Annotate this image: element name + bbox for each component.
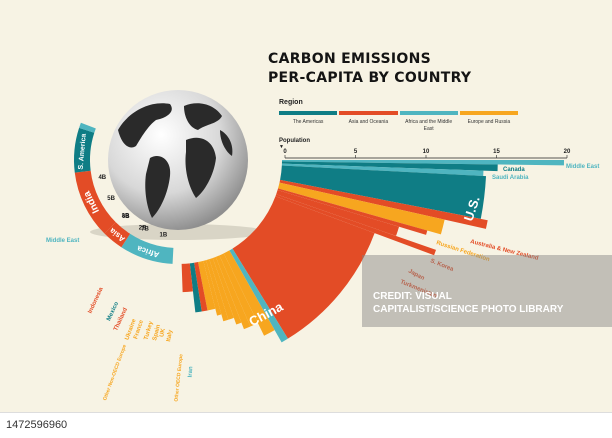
bar-ukraine: [203, 260, 222, 316]
label-iran: Iran: [188, 366, 195, 378]
label-other-oecd-europe: Other OECD Europe: [174, 354, 185, 402]
bar-s-korea: [277, 188, 428, 235]
population-tick-3b: 3B: [122, 214, 130, 220]
ring-label-middle-east: Middle East: [46, 238, 79, 244]
bar-australia-new-zealand: [279, 179, 488, 229]
population-tick-5b: 5B: [107, 196, 115, 202]
watermark-line-1: CREDIT: VISUAL: [373, 291, 452, 302]
label-france: France: [133, 319, 145, 340]
watermark-line-2: CAPITALIST/SCIENCE PHOTO LIBRARY: [373, 304, 564, 315]
watermark-overlay: [362, 255, 612, 327]
legend-swatch: [459, 111, 518, 115]
population-pointer-icon: ▼: [279, 144, 284, 150]
ring-label-s-america: S. America: [78, 133, 88, 170]
population-tick-2b: 2B: [139, 225, 147, 231]
emissions-axis: 0 5 10 15 20: [283, 149, 571, 159]
ring-segment-africa: [121, 233, 174, 264]
bar-china: [232, 196, 375, 339]
emissions-tick-label: 20: [564, 149, 571, 155]
bar-indonesia: [181, 263, 193, 293]
population-tick-6b: 6B: [122, 214, 130, 220]
population-ring: [74, 122, 174, 264]
footer-bar: 1472596960: [0, 412, 612, 438]
population-axis-label: Population: [279, 138, 310, 144]
watermark: CREDIT: VISUAL CAPITALIST/SCIENCE PHOTO …: [373, 290, 612, 316]
legend: The Americas Asia and Oceania Africa and…: [279, 111, 518, 133]
title-line-2: PER-CAPITA BY COUNTRY: [268, 70, 472, 86]
bar-turkey: [209, 258, 234, 320]
emissions-tick-label: 10: [423, 149, 430, 155]
legend-label: Africa and the Middle East: [405, 119, 453, 132]
emissions-tick-label: 0: [283, 149, 287, 155]
legend-item-europe-russia: Europe and Russia: [459, 111, 518, 133]
chart-title: CARBON EMISSIONS PER-CAPITA BY COUNTRY: [268, 50, 471, 88]
bar-turkmenistan: [275, 194, 437, 256]
bar-italy: [219, 253, 258, 327]
ring-segment-asia: [104, 222, 131, 248]
emission-bars: [181, 160, 564, 343]
label-saudi-arabia: Saudi Arabia: [492, 175, 529, 181]
bar-russian-federation: [278, 182, 445, 235]
bar-middle-east: [281, 160, 564, 166]
globe-icon: [108, 90, 248, 230]
label-uk: UK: [159, 327, 167, 337]
label-indonesia: Indonesia: [87, 286, 105, 315]
ring-segment-india: [74, 170, 116, 234]
ring-segment-middle-east: [79, 122, 96, 133]
label-turkey: Turkey: [144, 320, 155, 341]
legend-label: The Americas: [292, 119, 324, 125]
continents-icon: [118, 103, 233, 218]
title-line-1: CARBON EMISSIONS: [268, 51, 432, 67]
label-spain: Spain: [152, 324, 162, 342]
population-tick-7b: 7B: [141, 227, 149, 233]
ring-segment-s-america: [74, 127, 95, 173]
label-other-non-oecd-europe: Other Non-OECD Europe: [102, 344, 128, 402]
bar-u-s-: [280, 165, 487, 219]
bar-iran: [229, 248, 288, 343]
bar-uk: [215, 255, 251, 330]
label-us: U.S.: [461, 194, 483, 223]
legend-swatch: [339, 111, 398, 115]
bar-other-oecd-europe: [223, 250, 275, 336]
bar-france: [206, 259, 229, 322]
legend-item-asia-oceania: Asia and Oceania: [339, 111, 398, 133]
legend-swatch: [399, 111, 458, 115]
label-middle-east: Middle East: [566, 164, 599, 170]
bar-thailand: [194, 262, 208, 312]
legend-label: Europe and Russia: [467, 119, 511, 125]
bar-mexico: [189, 262, 202, 313]
globe-shadow: [90, 224, 266, 240]
emissions-tick-label: 15: [493, 149, 500, 155]
bar-japan: [276, 190, 400, 236]
legend-item-americas: The Americas: [279, 111, 338, 133]
bar-canada: [281, 161, 498, 172]
legend-heading: Region: [279, 99, 303, 106]
legend-item-africa-middle-east: Africa and the Middle East: [399, 111, 458, 133]
image-id: 1472596960: [6, 419, 68, 431]
label-italy: Italy: [166, 329, 174, 343]
label-canada: Canada: [503, 167, 525, 173]
emissions-tick-label: 5: [354, 149, 358, 155]
bar-spain: [212, 256, 242, 325]
legend-swatch: [279, 111, 338, 115]
population-tick-4b: 4B: [98, 175, 106, 181]
bar-saudi-arabia: [281, 163, 484, 176]
bar-other-non-oecd-europe: [198, 260, 216, 311]
legend-label: Asia and Oceania: [348, 119, 389, 125]
population-tick-1b: 1B: [160, 233, 168, 239]
